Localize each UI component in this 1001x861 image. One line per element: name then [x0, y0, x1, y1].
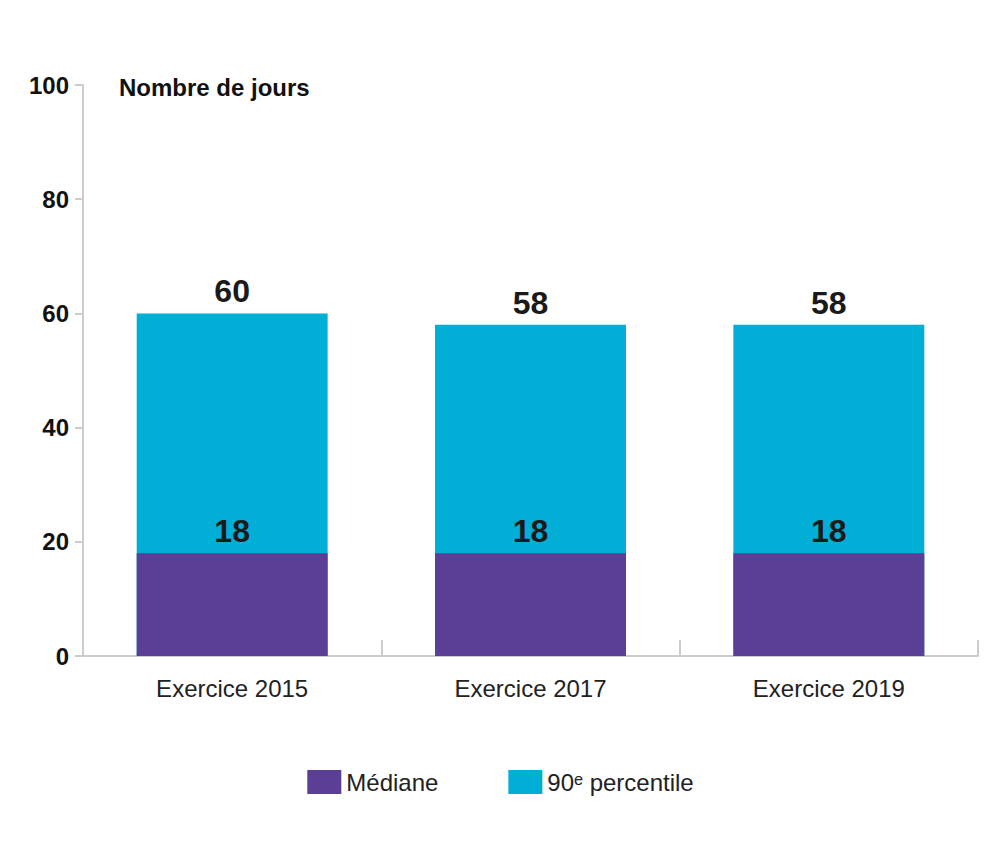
svg-text:60: 60 [42, 300, 69, 327]
svg-text:Exercice 2017: Exercice 2017 [454, 675, 606, 702]
svg-text:20: 20 [42, 528, 69, 555]
svg-text:Exercice 2015: Exercice 2015 [156, 675, 308, 702]
svg-text:80: 80 [42, 186, 69, 213]
svg-text:90ᵉ percentile: 90ᵉ percentile [547, 769, 693, 796]
svg-text:18: 18 [214, 513, 250, 549]
svg-text:40: 40 [42, 414, 69, 441]
svg-text:18: 18 [513, 513, 549, 549]
svg-text:100: 100 [29, 72, 69, 99]
svg-text:Nombre de jours: Nombre de jours [119, 74, 310, 101]
svg-text:0: 0 [56, 643, 69, 670]
svg-text:58: 58 [513, 285, 549, 321]
svg-text:58: 58 [811, 285, 847, 321]
svg-text:Exercice 2019: Exercice 2019 [753, 675, 905, 702]
svg-text:Médiane: Médiane [346, 769, 438, 796]
svg-text:18: 18 [811, 513, 847, 549]
svg-text:60: 60 [214, 273, 250, 309]
